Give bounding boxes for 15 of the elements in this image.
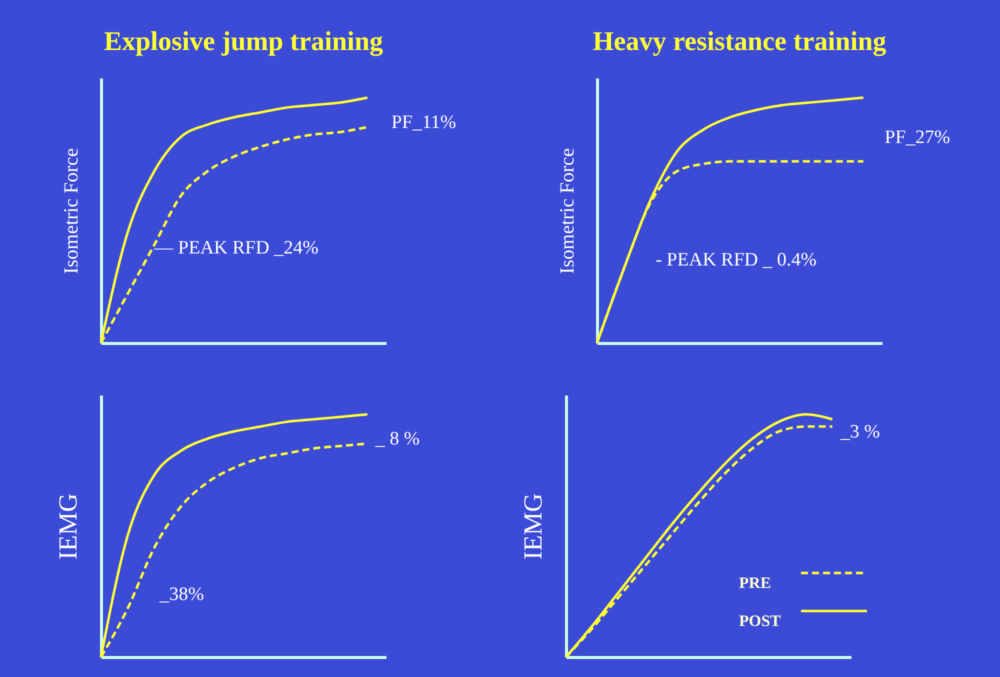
text: PF_27% (884, 126, 950, 148)
text: PF_11% (391, 112, 456, 134)
annotation: — PEAK RFD _24% (153, 237, 319, 258)
legend-label: PRE (739, 575, 771, 592)
annotation: _ 8 % (374, 428, 420, 450)
chart-title: Explosive jump training (104, 26, 384, 56)
y-axis-title: IEMG (518, 493, 548, 560)
annotation: _3 % (839, 421, 880, 442)
annotation: - PEAK RFD _ 0.4% (656, 250, 817, 271)
y-axis-title: IEMG (54, 493, 82, 560)
annotation: _38% (158, 584, 204, 605)
y-axis-title: Isometric Force (556, 148, 578, 274)
chart-title: Heavy resistance training (592, 26, 887, 56)
legend-label: POST (739, 613, 782, 630)
y-axis-title: Isometric Force (60, 148, 82, 274)
